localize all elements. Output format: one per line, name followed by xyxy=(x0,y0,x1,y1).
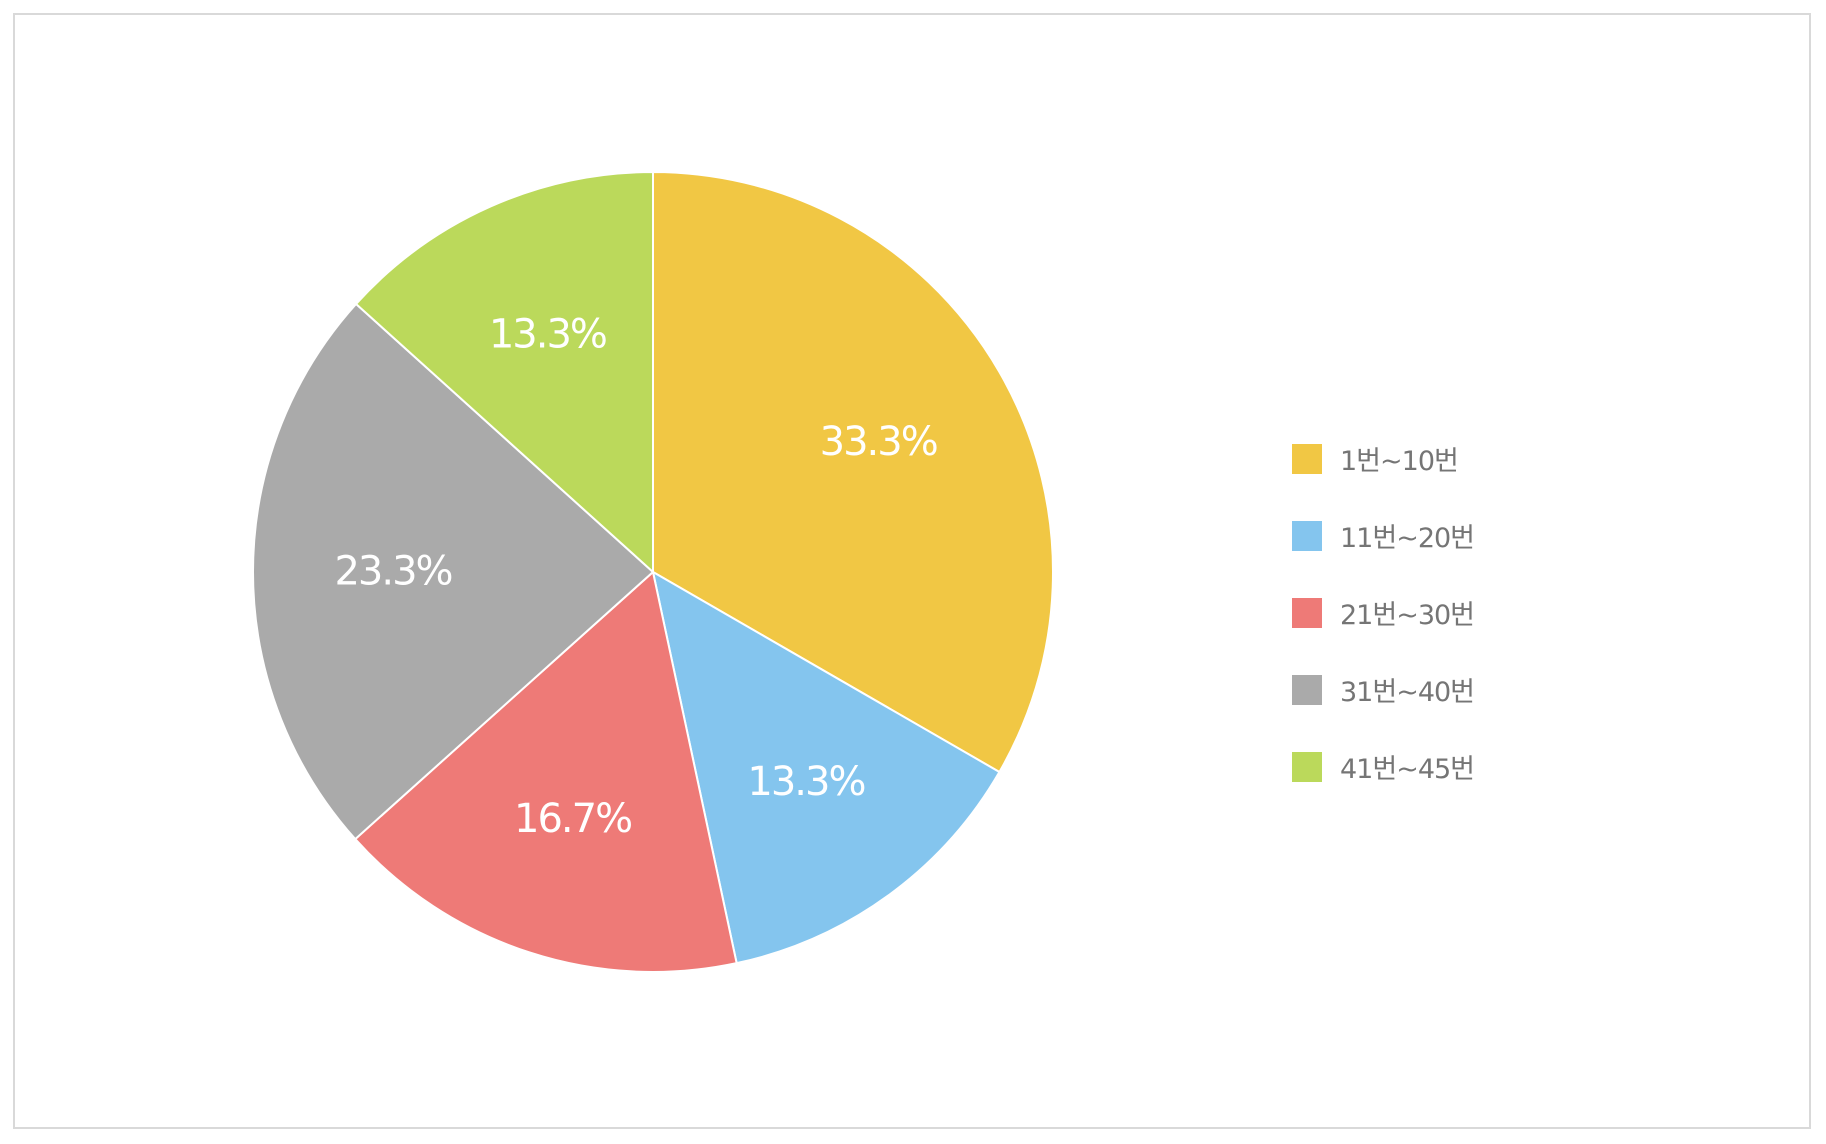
legend-label: 41번~45번 xyxy=(1340,754,1475,785)
legend-swatch xyxy=(1292,674,1322,705)
pie-slice-3 xyxy=(353,570,738,973)
pie-slice-2 xyxy=(651,570,1001,965)
legend-item-2: 11번~20번 xyxy=(1292,497,1475,574)
legend-item-4: 31번~40번 xyxy=(1292,651,1475,728)
legend-item-1: 1번~10번 xyxy=(1292,420,1474,497)
legend: 1번~10번 11번~20번 21번~30번 31번~40번 41번~45번 xyxy=(1292,420,1475,805)
pie-data-label-2: 13.3% xyxy=(747,759,864,805)
legend-label: 1번~10번 xyxy=(1340,446,1459,477)
legend-label: 11번~20번 xyxy=(1340,523,1475,554)
legend-label: 31번~40번 xyxy=(1340,677,1475,708)
pie-slice-1 xyxy=(652,170,1054,774)
legend-item-5: 41번~45번 xyxy=(1292,728,1475,805)
pie-data-label-5: 13.3% xyxy=(489,311,606,357)
pie-data-label-4: 23.3% xyxy=(334,549,451,595)
pie-slices xyxy=(252,170,1054,973)
legend-swatch xyxy=(1292,520,1322,551)
pie-slice-4 xyxy=(252,302,655,841)
legend-swatch xyxy=(1292,597,1322,628)
pie-slice-5 xyxy=(354,170,654,575)
legend-item-3: 21번~30번 xyxy=(1292,574,1475,651)
pie-data-label-1: 33.3% xyxy=(820,419,937,465)
pie-data-label-3: 16.7% xyxy=(514,796,631,842)
legend-swatch xyxy=(1292,443,1322,474)
legend-label: 21번~30번 xyxy=(1340,600,1475,631)
legend-swatch xyxy=(1292,751,1322,782)
pie-data-labels: 33.3% 13.3% 16.7% 23.3% 13.3% xyxy=(334,311,938,842)
